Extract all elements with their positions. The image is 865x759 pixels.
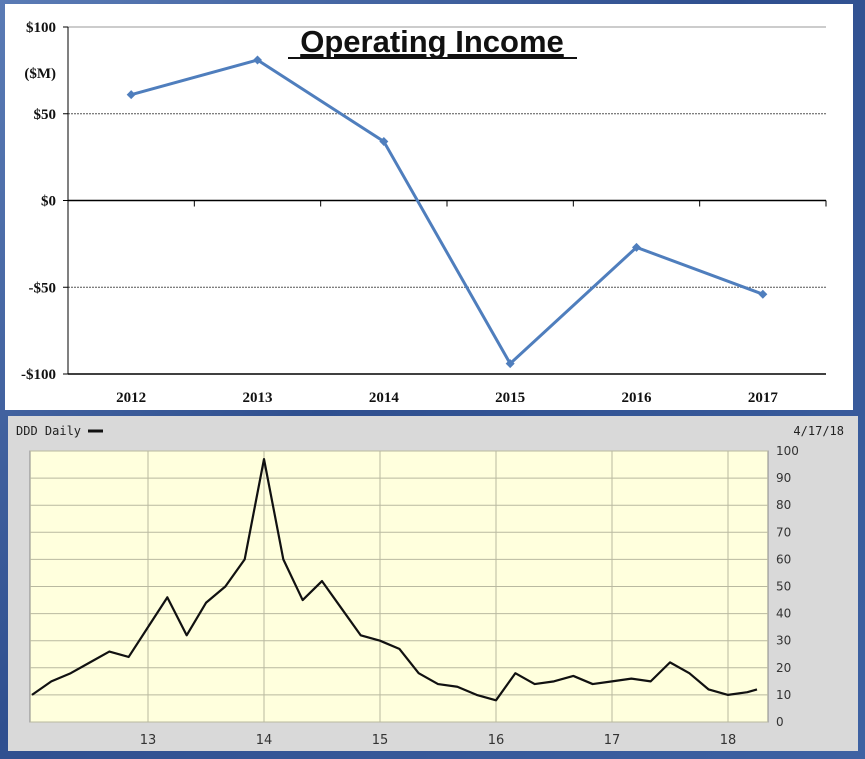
x-tick-label: 2017 xyxy=(748,390,779,406)
y-tick-label: 20 xyxy=(776,661,791,675)
x-tick-label: 2013 xyxy=(243,390,273,406)
x-tick-label: 2016 xyxy=(622,390,653,406)
y-tick-label: $100 xyxy=(26,20,56,36)
data-point-marker xyxy=(758,289,768,299)
data-point-marker xyxy=(632,242,641,252)
operating-income-panel xyxy=(5,4,853,410)
y-axis-label: ($M) xyxy=(24,66,56,82)
y-tick-label: 90 xyxy=(776,471,791,485)
x-tick-label: 14 xyxy=(256,733,273,748)
y-tick-label: 50 xyxy=(776,580,791,594)
x-tick-label: 16 xyxy=(488,733,505,748)
y-tick-label: 40 xyxy=(776,607,791,621)
data-point-marker xyxy=(379,137,389,147)
x-tick-label: 18 xyxy=(720,733,737,748)
x-tick-label: 2014 xyxy=(369,390,400,406)
x-tick-label: 2012 xyxy=(116,390,146,406)
y-tick-label: 0 xyxy=(776,715,784,729)
y-tick-label: -$50 xyxy=(29,280,57,296)
operating-income-chart: $100 $50 $0 -$50 -$100 2012 2013 2014 2015 2016 20… xyxy=(21,20,827,406)
x-tick-label: 15 xyxy=(372,733,389,748)
y-tick-label: 70 xyxy=(776,525,791,539)
data-point-marker xyxy=(253,55,262,65)
y-tick-label: 100 xyxy=(776,444,799,458)
x-tick-label: 2015 xyxy=(495,390,525,406)
price-line xyxy=(31,458,758,702)
y-tick-label: 30 xyxy=(776,634,791,648)
y-tick-label: 60 xyxy=(776,552,791,566)
y-tick-label: $50 xyxy=(34,107,57,123)
operating-income-line xyxy=(130,58,764,366)
data-point-marker xyxy=(126,90,136,100)
x-tick-label: 13 xyxy=(140,733,157,748)
y-tick-label: 80 xyxy=(776,498,791,512)
y-tick-label: $0 xyxy=(41,194,56,210)
chart-title: DDD Daily xyxy=(16,424,81,438)
x-tick-label: 17 xyxy=(604,733,621,748)
data-point-marker xyxy=(505,359,515,369)
chart-title: Operating Income xyxy=(300,24,564,59)
date-label: 4/17/18 xyxy=(793,424,844,438)
y-tick-label: -$100 xyxy=(21,367,56,383)
y-tick-label: 10 xyxy=(776,688,791,702)
